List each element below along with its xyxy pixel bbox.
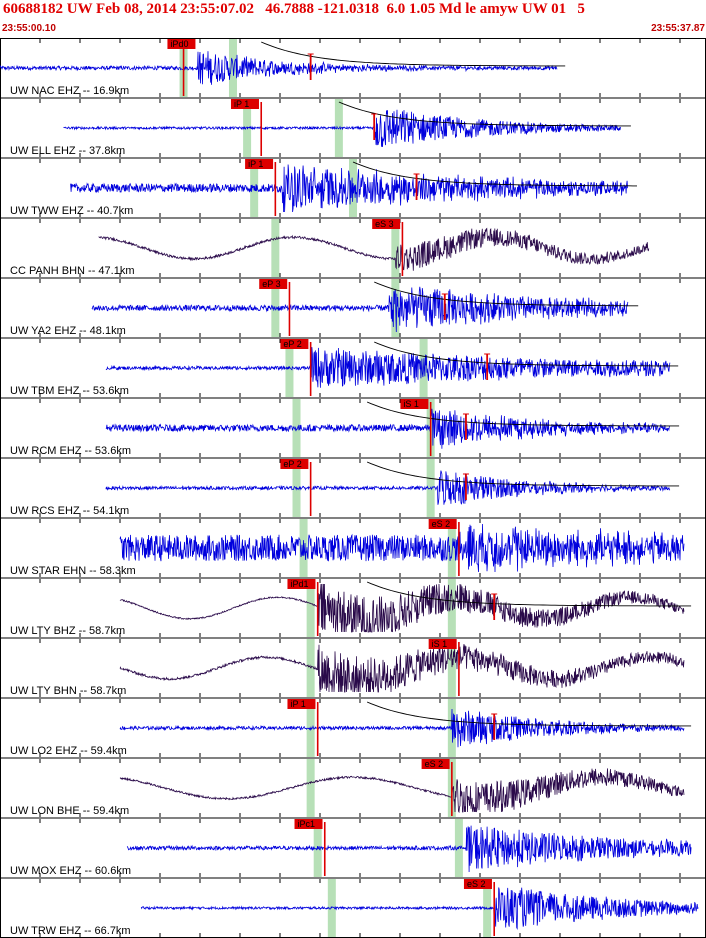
waveform <box>119 708 685 748</box>
pick-label: iP 1 <box>234 99 249 109</box>
pick-label: eS 2 <box>425 759 444 769</box>
trace-panel: iP 1 UW TWW EHZ -- 40.7km <box>0 159 706 219</box>
pick-flag <box>428 519 457 529</box>
station-label: UW LTY BHN -- 58.7km <box>10 685 126 697</box>
pick-flag <box>287 579 316 589</box>
waveform <box>91 286 629 333</box>
coda-curve <box>338 101 631 127</box>
coda-curve <box>374 341 679 367</box>
station-label: CC PANH BHN -- 47.1km <box>10 265 134 277</box>
station-label: UW RCS EHZ -- 54.1km <box>10 505 129 517</box>
station-label: UW TBM EHZ -- 53.6km <box>10 385 129 397</box>
waveform <box>126 825 692 873</box>
pick-window <box>447 639 456 697</box>
pick-label: eS 2 <box>467 879 486 889</box>
trace-panels: iPd0 UW NAC EHZ -- 16.9km iP 1 UW ELL EHZ -… <box>0 39 706 938</box>
coda-curve <box>352 161 637 187</box>
pick-flag <box>287 699 316 709</box>
trace-panel: eP 2 UW RCS EHZ -- 54.1km <box>0 459 706 519</box>
coda-curve <box>374 281 639 307</box>
trace-panel: eS 2 UW LON BHE -- 59.4km <box>0 759 706 819</box>
pick-label: iP 1 <box>290 699 305 709</box>
pick-label: iPd0 <box>170 39 188 49</box>
station-label: UW STAR EHN -- 58.3km <box>10 565 136 577</box>
waveform <box>98 227 650 271</box>
station-label: UW LTY BHZ -- 58.7km <box>10 625 125 637</box>
trace-panel: iP 1 UW ELL EHZ -- 37.8km <box>0 99 706 159</box>
pick-flag <box>280 459 309 469</box>
pick-flag <box>245 159 274 169</box>
station-label: UW LO2 EHZ -- 59.4km <box>10 745 127 757</box>
trace-panel: eP 3 UW YA2 EHZ -- 48.1km <box>0 279 706 339</box>
pick-flag <box>280 339 309 349</box>
trace-panel: iPd1 UW LTY BHZ -- 58.7km <box>0 579 706 639</box>
pick-window <box>447 519 456 577</box>
pick-label: iPc1 <box>298 819 316 829</box>
pick-flag <box>421 759 450 769</box>
pick-flag <box>230 99 259 109</box>
waveform <box>63 109 621 148</box>
pick-label: eP 3 <box>262 279 280 289</box>
pick-flag <box>372 219 401 229</box>
pick-label: eP 2 <box>283 339 301 349</box>
trace-panel: eS 2 UW TRW EHZ -- 66.7km <box>0 879 706 938</box>
coda-curve <box>261 41 566 67</box>
trace-panel: iP 1 UW LO2 EHZ -- 59.4km <box>0 699 706 759</box>
pick-window <box>391 219 400 277</box>
pick-window <box>306 759 315 817</box>
station-label: UW NAC EHZ -- 16.9km <box>10 85 129 97</box>
station-label: UW MOX EHZ -- 60.6km <box>10 865 131 877</box>
trace-panel: iS 1 UW LTY BHN -- 58.7km <box>0 639 706 699</box>
station-label: UW ELL EHZ -- 37.8km <box>10 145 125 157</box>
pick-flag <box>294 819 323 829</box>
waveform <box>0 51 558 85</box>
pick-flag <box>463 879 492 889</box>
station-label: UW LON BHE -- 59.4km <box>10 805 129 817</box>
waveform <box>140 887 699 930</box>
trace-panel: iPd0 UW NAC EHZ -- 16.9km <box>0 39 706 99</box>
coda-curve <box>366 701 692 727</box>
pick-flag <box>400 399 429 409</box>
waveform <box>105 347 671 388</box>
start-time-label: 23:55:00.10 <box>2 23 56 34</box>
pick-label: eS 3 <box>375 219 394 229</box>
pick-label: iPd1 <box>290 579 308 589</box>
pick-label: iS 1 <box>403 399 419 409</box>
pick-window <box>271 219 280 277</box>
pick-flag <box>167 39 196 49</box>
waveform <box>70 164 628 213</box>
waveform <box>105 470 671 505</box>
pick-window <box>447 579 456 637</box>
waveform <box>119 523 685 573</box>
trace-panel: eS 2 UW STAR EHN -- 58.3km <box>0 519 706 579</box>
station-label: UW TRW EHZ -- 66.7km <box>10 925 131 937</box>
seismogram-plot: iPd0 UW NAC EHZ -- 16.9km iP 1 UW ELL EHZ -… <box>0 38 706 938</box>
waveform <box>119 768 685 814</box>
trace-panel: eS 3 CC PANH BHN -- 47.1km <box>0 219 706 279</box>
coda-curve <box>366 461 680 487</box>
pick-flag <box>428 639 457 649</box>
pick-label: eS 2 <box>432 519 451 529</box>
pick-flag <box>259 279 288 289</box>
trace-panel: eP 2 UW TBM EHZ -- 53.6km <box>0 339 706 399</box>
pick-window <box>292 399 301 457</box>
station-label: UW TWW EHZ -- 40.7km <box>10 205 133 217</box>
pick-label: iS 1 <box>432 639 448 649</box>
waveform <box>105 408 671 449</box>
trace-panel: iPc1 UW MOX EHZ -- 60.6km <box>0 819 706 879</box>
pick-label: eP 2 <box>283 459 301 469</box>
coda-curve <box>366 581 692 607</box>
trace-panel: iS 1 UW RCM EHZ -- 53.6km <box>0 399 706 459</box>
event-title: 60688182 UW Feb 08, 2014 23:55:07.02 46.… <box>3 1 585 17</box>
station-label: UW RCM EHZ -- 53.6km <box>10 445 131 457</box>
event-header: 60688182 UW Feb 08, 2014 23:55:07.02 46.… <box>0 0 706 38</box>
waveform <box>119 643 685 693</box>
pick-label: iP 1 <box>248 159 263 169</box>
waveform <box>119 583 685 633</box>
station-label: UW YA2 EHZ -- 48.1km <box>10 325 126 337</box>
pick-window <box>306 579 315 637</box>
end-time-label: 23:55:37.87 <box>651 23 705 34</box>
coda-curve <box>366 401 680 427</box>
